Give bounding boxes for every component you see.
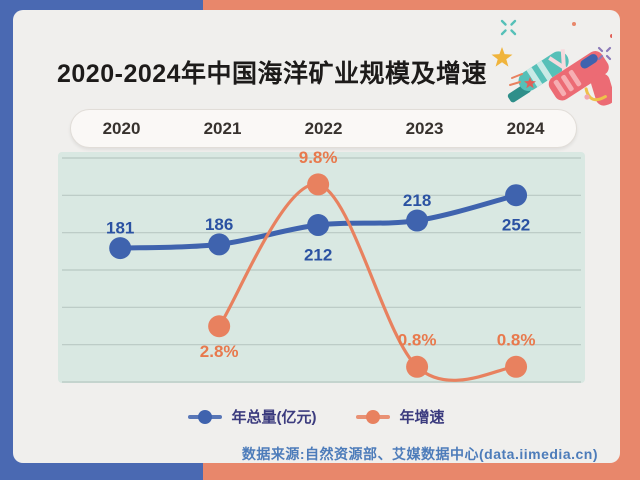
value-label: 9.8% [299, 148, 338, 167]
value-label: 252 [502, 216, 530, 235]
value-label: 0.8% [398, 330, 437, 349]
dot [572, 22, 576, 26]
cross-sparkle-icon [500, 19, 517, 36]
data-point [406, 209, 429, 232]
year-label-2022: 2022 [304, 118, 343, 138]
chart-panel: 181 186 212 218 252 2.8% 9.8% 0.8% 0.8% [58, 148, 585, 383]
mini-star-icon [524, 77, 536, 89]
legend-marker-icon [188, 409, 223, 424]
data-point [505, 355, 528, 378]
legend-marker-icon [356, 409, 391, 424]
value-label: 218 [403, 191, 431, 210]
year-label-2024: 2024 [506, 118, 545, 138]
data-point [307, 214, 330, 237]
series-line-1 [217, 182, 517, 382]
water-gun-icon [491, 19, 612, 106]
legend-item: 年总量(亿元) [188, 406, 316, 427]
year-pill: 2020 2021 2022 2023 2024 [70, 109, 577, 148]
legend-label: 年总量(亿元) [231, 409, 317, 426]
line-chart: 181 186 212 218 252 2.8% 9.8% 0.8% 0.8% [62, 148, 581, 383]
dot [610, 34, 612, 38]
data-point [406, 355, 429, 378]
value-label: 0.8% [497, 330, 536, 349]
data-point [109, 237, 132, 260]
value-label: 2.8% [200, 342, 239, 361]
water-gun-body [507, 49, 612, 106]
legend-item: 年增速 [356, 406, 445, 427]
data-point [307, 173, 330, 196]
value-label: 181 [106, 219, 134, 238]
dot [584, 94, 590, 100]
info-card: 2020-2024年中国海洋矿业规模及增速 [13, 10, 620, 463]
legend-label: 年增速 [399, 409, 445, 426]
data-point [208, 315, 231, 338]
value-label: 212 [304, 246, 332, 265]
source-text: 数据来源:自然资源部、艾媒数据中心(data.iimedia.cn) [241, 446, 598, 462]
speed-lines [509, 73, 523, 86]
star-icon [491, 47, 513, 67]
data-point [505, 184, 528, 207]
year-label-2020: 2020 [102, 118, 141, 138]
page-title: 2020-2024年中国海洋矿业规模及增速 [57, 60, 488, 88]
chart-legend: 年总量(亿元) 年增速 [13, 406, 620, 427]
year-label-2021: 2021 [203, 118, 242, 138]
cross-sparkle-icon [597, 46, 612, 61]
data-point [208, 233, 231, 256]
year-label-2023: 2023 [405, 118, 444, 138]
value-label: 186 [205, 215, 233, 234]
